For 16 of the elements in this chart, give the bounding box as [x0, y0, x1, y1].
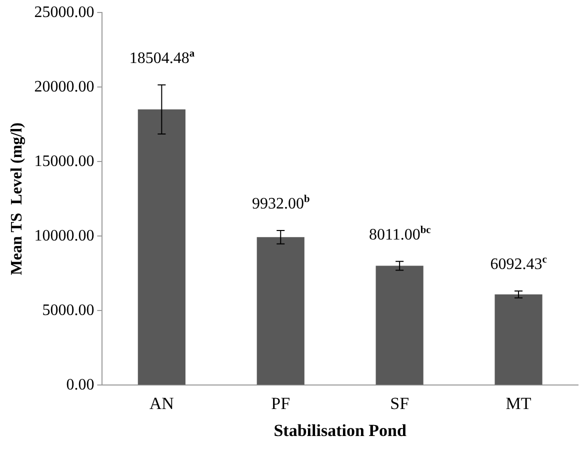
y-tick-label: 20000.00 [34, 78, 94, 96]
x-tick-label: PF [271, 394, 290, 413]
x-tick-label: SF [390, 394, 410, 413]
bar [494, 294, 542, 385]
y-axis-title: Mean TS Level (mg/l) [8, 122, 26, 276]
bar [376, 266, 424, 385]
y-tick-label: 15000.00 [34, 152, 94, 170]
y-tick-label: 0.00 [66, 376, 94, 394]
x-tick-label: MT [506, 394, 532, 413]
bar [138, 109, 186, 385]
y-tick-label: 10000.00 [34, 227, 94, 244]
bar [256, 237, 304, 385]
x-axis-title: Stabilisation Pond [274, 421, 408, 440]
y-tick-label: 5000.00 [42, 302, 94, 319]
x-tick-label: AN [149, 394, 174, 413]
y-tick-label: 25000.00 [34, 4, 94, 21]
